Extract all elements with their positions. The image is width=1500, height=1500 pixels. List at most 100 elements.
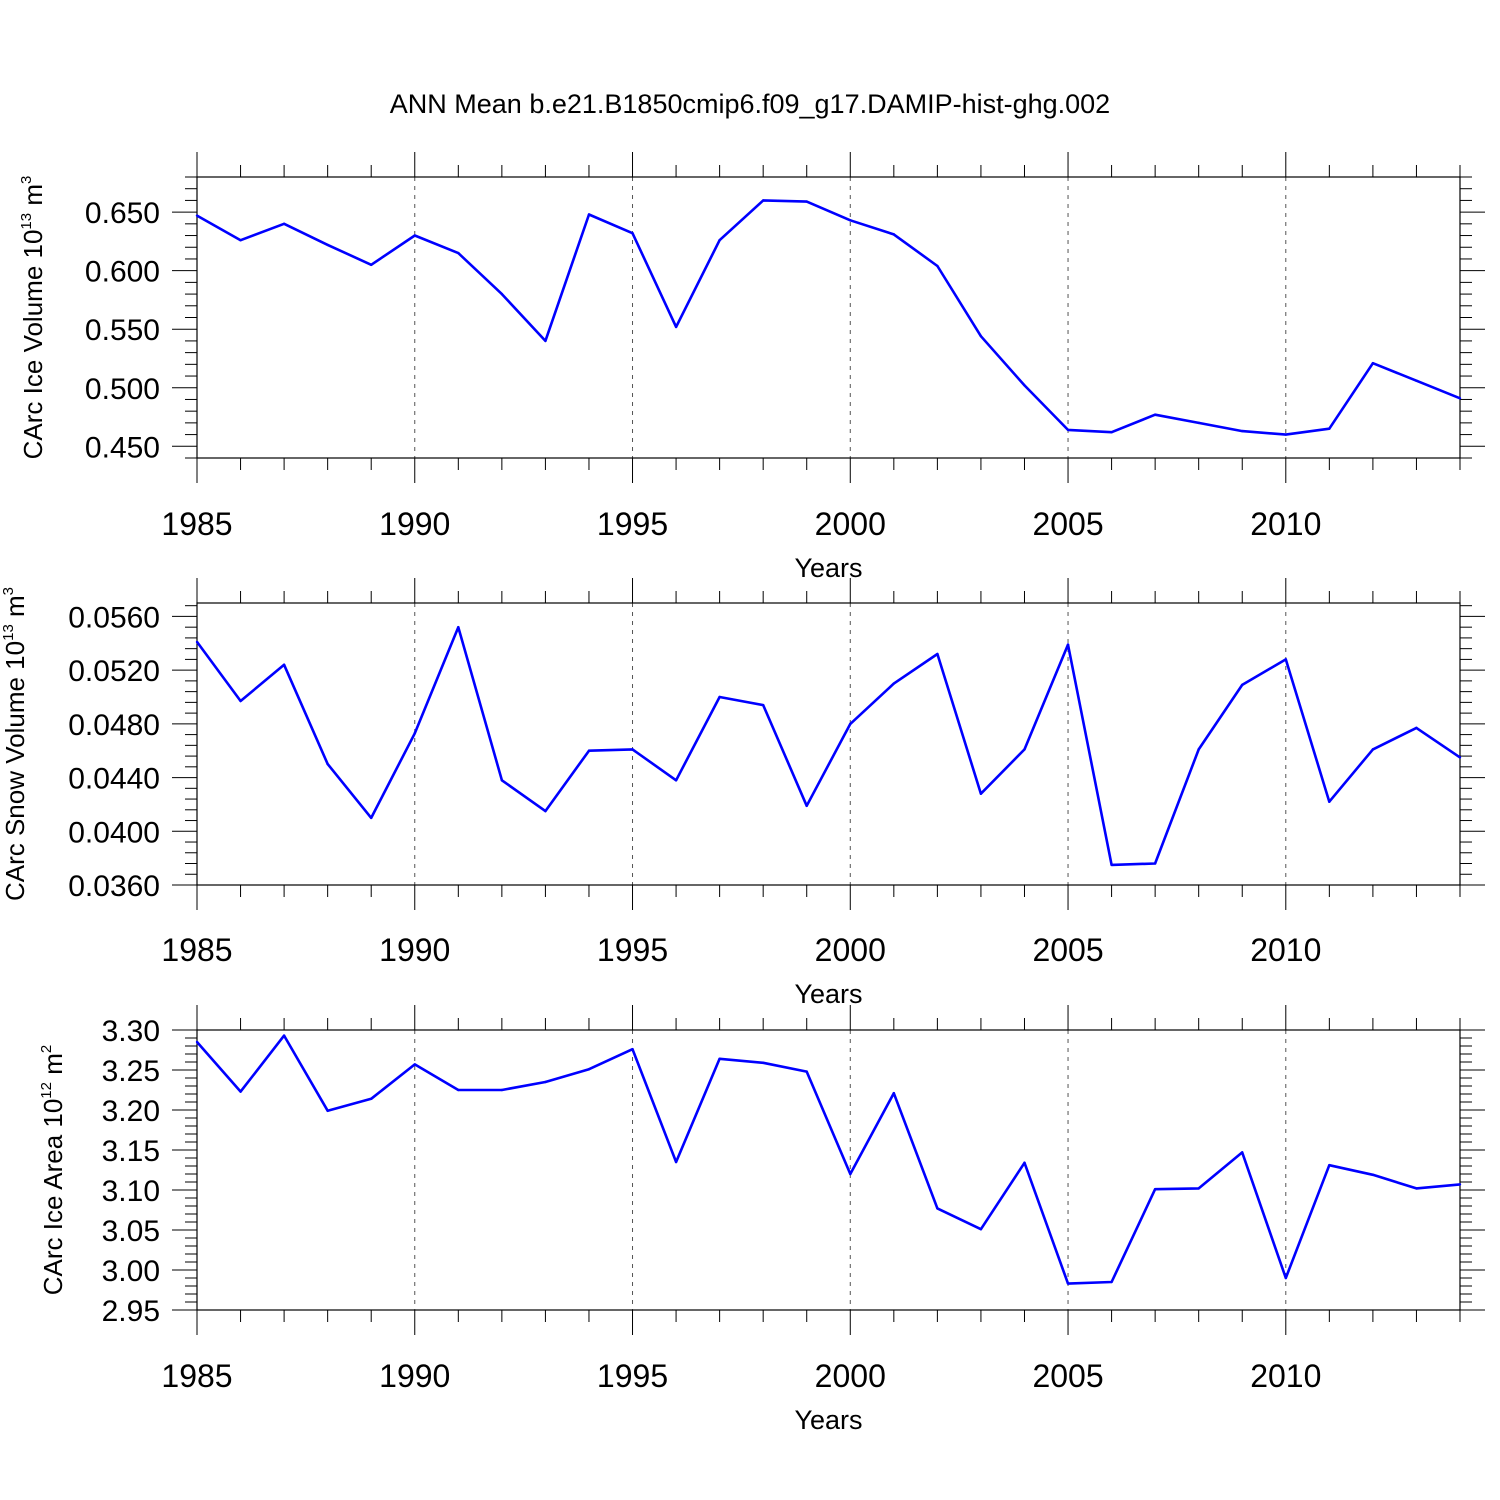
y-axis-label: CArc Ice Volume 1013 m3 (18, 176, 48, 460)
data-point (457, 251, 460, 255)
data-point (1284, 1276, 1287, 1280)
y-tick-label: 3.10 (102, 1175, 160, 1208)
x-axis-label: Years (794, 979, 862, 1009)
data-point (370, 816, 373, 820)
data-point (326, 243, 329, 247)
data-point (1110, 863, 1113, 867)
data-point (326, 1109, 329, 1113)
data-point (1241, 683, 1244, 687)
x-tick-label: 2010 (1250, 1358, 1321, 1394)
data-point (1415, 1187, 1418, 1190)
y-tick-label: 0.0400 (68, 816, 160, 849)
data-point (587, 213, 591, 216)
x-axis-label: Years (794, 553, 862, 583)
data-point (1197, 421, 1200, 425)
data-point (195, 640, 199, 644)
x-tick-label: 1995 (597, 932, 668, 968)
data-point (370, 263, 373, 267)
data-point (805, 1070, 808, 1073)
data-point (761, 703, 765, 707)
data-point (979, 1228, 983, 1231)
y-tick-label: 3.00 (102, 1255, 160, 1288)
data-point (587, 1068, 591, 1071)
data-point (631, 232, 634, 235)
data-point (1415, 379, 1418, 382)
data-point (587, 749, 591, 752)
data-point (1371, 1173, 1375, 1177)
y-tick-label: 3.05 (102, 1215, 160, 1248)
x-tick-label: 2000 (815, 1358, 886, 1394)
x-tick-label: 2005 (1032, 506, 1103, 542)
x-tick-label: 2005 (1032, 1358, 1103, 1394)
data-point (979, 792, 983, 795)
y-axis-label-exp: 13 (0, 624, 17, 641)
y-axis-label-text: CArc Ice Volume 10 (18, 230, 48, 460)
data-point (239, 239, 242, 242)
y-axis-label-exp: 13 (18, 213, 35, 230)
data-point (1110, 431, 1113, 434)
panel-2: 1985 1990 1995 2000 2005 2010 0.0360 0.0400 0.04… (0, 578, 1485, 1009)
data-point (718, 239, 721, 242)
data-point (674, 1160, 678, 1164)
data-point (282, 222, 286, 226)
data-point (1284, 658, 1287, 661)
data-point (195, 214, 199, 217)
series-line (196, 1034, 1461, 1285)
data-point (282, 663, 286, 666)
data-point (1197, 748, 1200, 751)
data-point (1153, 862, 1157, 865)
y-axis-label-unit_exp: 3 (18, 176, 35, 184)
x-tick-label: 2000 (815, 506, 886, 542)
data-point (1023, 748, 1026, 751)
series-line (196, 199, 1461, 436)
x-tick-label: 1990 (379, 932, 450, 968)
data-point (1458, 756, 1462, 759)
x-tick-label: 2000 (815, 932, 886, 968)
y-tick-label: 3.30 (102, 1015, 160, 1048)
data-point (544, 1080, 547, 1084)
x-tick-label: 1985 (161, 1358, 232, 1394)
data-point (674, 779, 678, 782)
y-axis-label-text: CArc Snow Volume 10 (0, 641, 30, 901)
data-point (892, 1092, 896, 1095)
y-axis-label: CArc Snow Volume 1013 m3 (0, 587, 30, 901)
data-point (892, 233, 896, 236)
plot-frame (196, 176, 1461, 459)
data-point (1110, 1280, 1113, 1284)
panels-container: 1985 1990 1995 2000 2005 2010 0.450 0.500 0.550 0… (0, 152, 1485, 1435)
y-axis-label-unit: m (38, 1053, 68, 1082)
y-tick-label: 0.550 (85, 314, 160, 347)
y-tick-label: 0.0440 (68, 763, 160, 796)
data-point (849, 722, 852, 726)
data-point (1066, 428, 1070, 432)
y-tick-label: 0.0520 (68, 655, 160, 688)
data-point (1415, 726, 1418, 730)
x-tick-label: 1985 (161, 506, 232, 542)
data-point (1328, 800, 1331, 803)
x-tick-label: 2005 (1032, 932, 1103, 968)
y-tick-label: 3.15 (102, 1135, 160, 1168)
data-point (1328, 427, 1331, 430)
data-point (1371, 361, 1375, 365)
y-tick-label: 2.95 (102, 1295, 160, 1328)
data-point (849, 219, 852, 222)
data-point (936, 652, 939, 656)
y-tick-label: 3.25 (102, 1055, 160, 1088)
x-tick-label: 2010 (1250, 932, 1321, 968)
series-line (195, 625, 1461, 867)
plot-frame (196, 1029, 1461, 1311)
y-tick-label: 3.20 (102, 1095, 160, 1128)
data-point (761, 1061, 765, 1065)
data-point (544, 809, 547, 813)
data-point (457, 625, 460, 629)
y-axis-label-exp: 12 (38, 1082, 55, 1099)
data-point (1153, 413, 1157, 416)
data-point (413, 1063, 416, 1066)
data-point (892, 682, 896, 685)
data-point (500, 292, 504, 296)
panel-1: 1985 1990 1995 2000 2005 2010 0.450 0.500 0.550 0… (18, 152, 1485, 583)
data-point (239, 699, 242, 703)
data-point (500, 1088, 504, 1092)
data-point (544, 339, 547, 343)
y-axis-label-unit: m (0, 595, 30, 624)
